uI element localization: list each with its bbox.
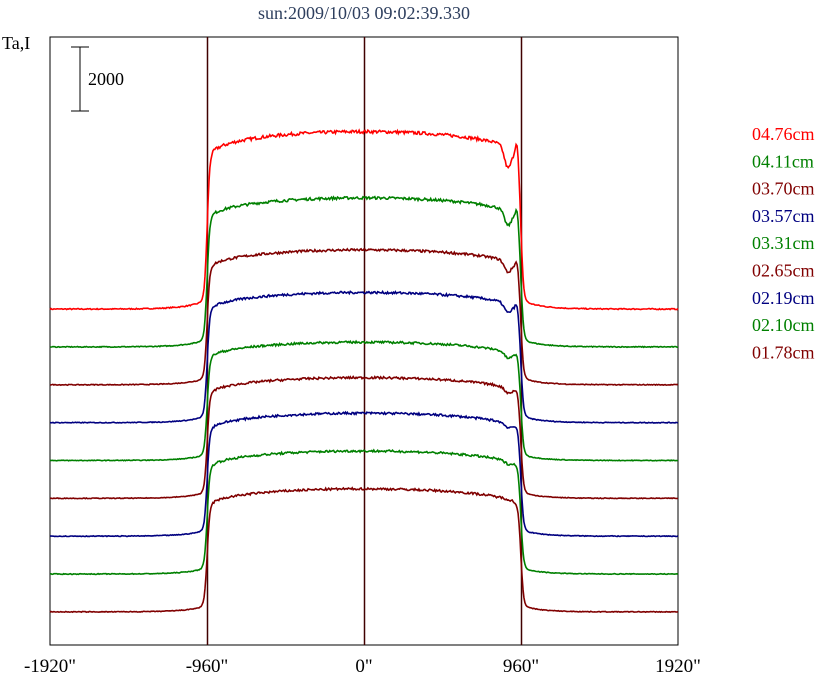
legend-entry-6: 02.19cm (752, 288, 815, 308)
series-line-2 (49, 247, 679, 387)
scale-bar-label: 2000 (88, 69, 124, 89)
series-line-0 (49, 128, 679, 311)
legend-entry-7: 02.10cm (752, 315, 815, 335)
chart-title: sun:2009/10/03 09:02:39.330 (258, 3, 470, 23)
series-line-4 (49, 339, 679, 462)
x-tick-label-1: -960" (186, 656, 229, 677)
series-line-7 (50, 448, 679, 576)
x-tick-labels: -1920" -960" 0" 960" 1920" (24, 656, 701, 677)
reference-lines (206, 37, 523, 645)
legend: 04.76cm 04.11cm 03.70cm 03.57cm 03.31cm 02.65… (752, 124, 815, 362)
series-line-1 (49, 195, 678, 349)
legend-entry-4: 03.31cm (752, 233, 815, 253)
legend-entry-2: 03.70cm (752, 179, 815, 199)
series-line-8 (49, 486, 679, 614)
series-line-5 (49, 375, 679, 500)
series-lines (49, 128, 679, 614)
legend-entry-3: 03.57cm (752, 206, 815, 226)
x-tick-label-0: -1920" (24, 656, 76, 677)
x-tick-label-3: 960" (503, 656, 539, 677)
legend-entry-0: 04.76cm (752, 124, 815, 144)
series-line-3 (50, 289, 679, 424)
y-axis-label: Ta,I (2, 33, 30, 53)
legend-entry-1: 04.11cm (752, 151, 814, 171)
series-line-6 (50, 410, 679, 538)
x-tick-label-4: 1920" (655, 656, 701, 677)
x-tick-label-2: 0" (355, 656, 372, 677)
legend-entry-5: 02.65cm (752, 261, 815, 281)
legend-entry-8: 01.78cm (752, 342, 815, 362)
scale-bar: 2000 (71, 46, 124, 112)
